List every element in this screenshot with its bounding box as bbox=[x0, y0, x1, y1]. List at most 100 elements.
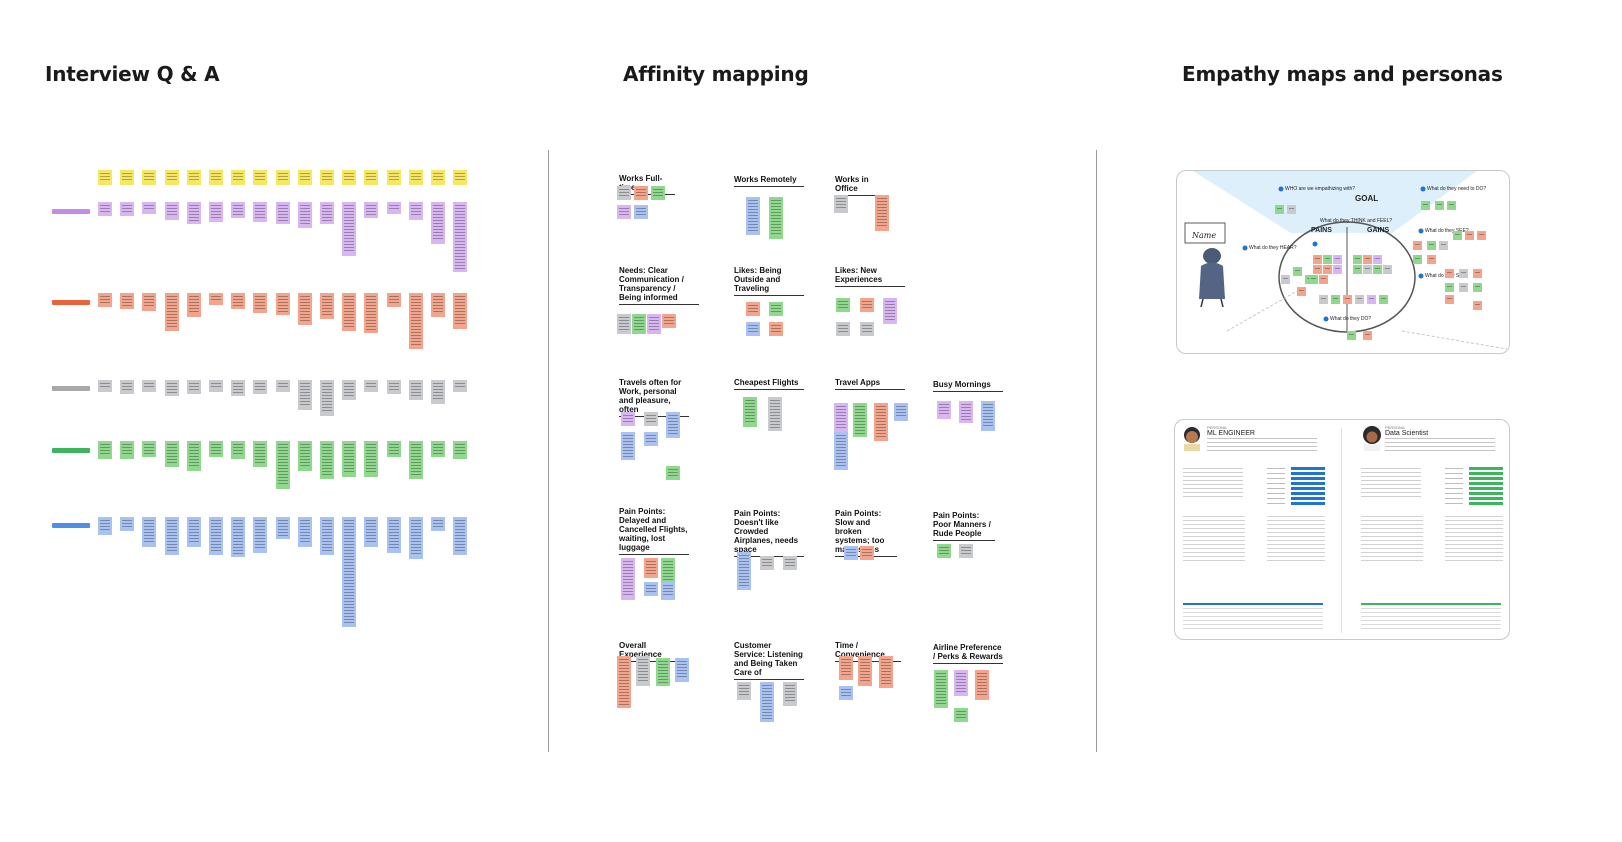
persona-skill-line bbox=[1183, 484, 1243, 485]
persona-workflow-line bbox=[1361, 520, 1423, 521]
sticky-note bbox=[209, 380, 223, 392]
sticky-note bbox=[1435, 201, 1444, 210]
sticky-note bbox=[874, 403, 888, 441]
goal-label: GOAL bbox=[1355, 194, 1379, 203]
persona-tech-bar bbox=[1291, 502, 1325, 505]
persona-tech-label bbox=[1445, 503, 1463, 504]
sticky-note bbox=[342, 517, 357, 627]
persona-tools-line bbox=[1267, 532, 1325, 533]
affinity-group-heading: Works in Office bbox=[835, 175, 885, 196]
persona-tools-line bbox=[1267, 560, 1325, 561]
empathy-map-panel: Name GOAL PAINS GAINS WHO are we empathi… bbox=[1176, 170, 1510, 354]
persona-tech-bar bbox=[1469, 472, 1503, 475]
sticky-note bbox=[342, 293, 357, 331]
affinity-group-heading: Customer Service: Listening and Being Ta… bbox=[734, 641, 804, 680]
sticky-note bbox=[661, 558, 675, 588]
persona-workflow-line bbox=[1183, 540, 1245, 541]
sticky-note bbox=[320, 293, 334, 319]
sticky-note bbox=[98, 170, 112, 185]
sticky-note bbox=[1477, 231, 1486, 240]
question-who: WHO are we empathizing with? bbox=[1285, 186, 1356, 192]
sticky-note bbox=[453, 170, 468, 185]
persona-avatar-ml-engineer-icon bbox=[1184, 427, 1200, 451]
sticky-note bbox=[431, 293, 445, 317]
persona-tools-line bbox=[1267, 544, 1325, 545]
sticky-note bbox=[120, 380, 135, 394]
sticky-note bbox=[1459, 283, 1468, 292]
persona-skill-line bbox=[1183, 476, 1243, 477]
sticky-note bbox=[386, 380, 401, 394]
sticky-note bbox=[959, 401, 973, 423]
sticky-note bbox=[186, 517, 201, 547]
sticky-note bbox=[1465, 231, 1474, 240]
sticky-note bbox=[364, 170, 379, 185]
sticky-note bbox=[342, 380, 357, 400]
persona-avatar-data-scientist-icon bbox=[1363, 426, 1381, 451]
sticky-note bbox=[860, 298, 874, 312]
persona-skill-line bbox=[1361, 496, 1421, 497]
interview-section-title: Interview Q & A bbox=[45, 62, 220, 86]
persona-workflow-line bbox=[1183, 556, 1245, 557]
persona-tech-label bbox=[1445, 478, 1463, 479]
sticky-note bbox=[894, 403, 908, 421]
persona-summary-line bbox=[1207, 438, 1317, 439]
persona-workflow-line bbox=[1183, 516, 1245, 517]
sticky-note bbox=[1473, 283, 1482, 292]
persona-tech-bar bbox=[1291, 492, 1325, 495]
question-think-feel: What do they THINK and FEEL? bbox=[1320, 218, 1393, 224]
sticky-note bbox=[253, 293, 268, 313]
sticky-note bbox=[142, 202, 157, 214]
sticky-note bbox=[834, 195, 848, 213]
sticky-note bbox=[632, 314, 646, 334]
persona-tech-label bbox=[1267, 483, 1285, 484]
question-need: What do they need to DO? bbox=[1427, 186, 1487, 192]
sticky-note bbox=[1281, 275, 1290, 284]
persona-journey-line bbox=[1183, 616, 1323, 617]
affinity-group-heading: Likes: Being Outside and Traveling bbox=[734, 266, 804, 296]
sticky-note bbox=[836, 322, 850, 336]
sticky-note bbox=[853, 403, 867, 437]
sticky-note bbox=[186, 202, 201, 224]
sticky-note bbox=[783, 556, 797, 570]
persona-summary-line bbox=[1385, 446, 1495, 447]
sticky-note bbox=[364, 380, 379, 392]
sticky-note bbox=[737, 552, 751, 590]
persona-tech-label bbox=[1445, 493, 1463, 494]
sticky-note bbox=[453, 380, 468, 392]
sticky-note bbox=[634, 186, 648, 200]
sticky-note bbox=[617, 314, 631, 334]
sticky-note bbox=[320, 170, 334, 185]
sticky-note bbox=[617, 656, 631, 708]
sticky-note bbox=[1333, 255, 1342, 264]
sticky-note bbox=[746, 197, 760, 235]
sticky-note bbox=[253, 380, 268, 394]
sticky-note bbox=[1331, 295, 1340, 304]
sticky-note bbox=[1353, 265, 1362, 274]
sticky-note bbox=[644, 412, 658, 426]
sticky-note bbox=[1313, 265, 1322, 274]
persona-tools-line bbox=[1267, 536, 1325, 537]
persona-journey-bar bbox=[1361, 603, 1501, 605]
sticky-note bbox=[647, 314, 661, 334]
persona-tools-line bbox=[1267, 524, 1325, 525]
sticky-note bbox=[231, 380, 246, 396]
persona-workflow-line bbox=[1183, 536, 1245, 537]
sticky-note bbox=[275, 441, 290, 489]
row-label bbox=[52, 300, 90, 305]
persona-summary-line bbox=[1207, 446, 1317, 447]
sticky-note bbox=[1427, 241, 1436, 250]
sticky-note bbox=[1355, 295, 1364, 304]
sticky-note bbox=[186, 380, 201, 394]
persona-skill-line bbox=[1361, 492, 1421, 493]
sticky-note bbox=[1363, 255, 1372, 264]
sticky-note bbox=[1367, 295, 1376, 304]
sticky-note bbox=[636, 656, 650, 686]
persona-workflow-line bbox=[1183, 532, 1245, 533]
sticky-note bbox=[120, 517, 135, 531]
sticky-note bbox=[743, 397, 757, 427]
sticky-note bbox=[858, 656, 872, 686]
sticky-note bbox=[1439, 241, 1448, 250]
sticky-note bbox=[408, 202, 423, 220]
persona-journey-line bbox=[1183, 612, 1323, 613]
sticky-note bbox=[1363, 331, 1372, 340]
